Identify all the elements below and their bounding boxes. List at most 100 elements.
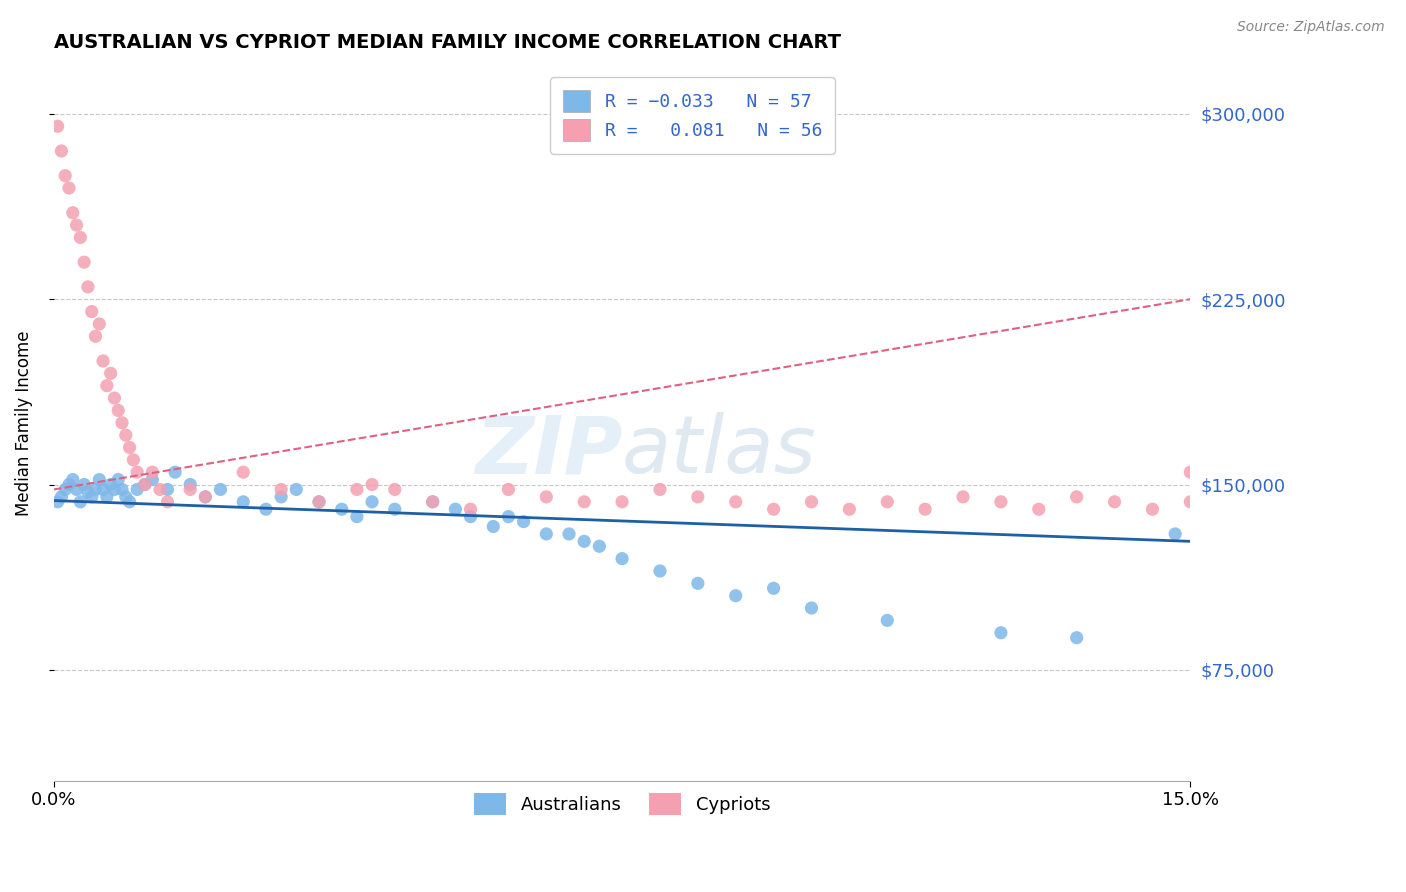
Point (77, 280, 100, 294)
Point (686, 576, 709, 591)
Point (58, 477, 80, 491)
Point (127, 483, 149, 497)
Point (536, 490, 558, 504)
Point (141, 473, 163, 487)
Point (91, 354, 114, 368)
Point (422, 495, 444, 509)
Point (648, 483, 671, 497)
Point (876, 495, 898, 509)
Point (84, 329, 107, 343)
Point (58, 181, 80, 195)
Point (103, 391, 125, 405)
Point (482, 519, 505, 533)
Point (1104, 495, 1126, 509)
Point (724, 495, 747, 509)
Point (952, 490, 974, 504)
Point (1180, 495, 1202, 509)
Point (96, 378, 118, 392)
Point (80, 304, 103, 318)
Point (384, 502, 406, 516)
Point (346, 509, 368, 524)
Point (69, 495, 91, 509)
Point (990, 625, 1012, 640)
Point (77, 484, 100, 499)
Point (165, 465, 187, 479)
Point (134, 477, 156, 491)
Point (346, 483, 368, 497)
Point (610, 551, 633, 566)
Point (46, 120, 69, 134)
Point (69, 230, 91, 244)
Point (114, 428, 136, 442)
Point (91, 483, 114, 497)
Point (610, 495, 633, 509)
Point (1164, 527, 1187, 541)
Point (800, 601, 823, 615)
Point (118, 441, 141, 455)
Text: ZIP: ZIP (475, 412, 621, 491)
Point (51, 490, 73, 504)
Point (308, 495, 330, 509)
Point (1028, 502, 1050, 516)
Point (100, 367, 122, 381)
Y-axis label: Median Family Income: Median Family Income (15, 330, 32, 516)
Point (118, 495, 141, 509)
Point (73, 255, 96, 269)
Point (194, 490, 217, 504)
Legend: Australians, Cypriots: Australians, Cypriots (463, 782, 782, 826)
Point (444, 502, 467, 516)
Point (990, 495, 1012, 509)
Point (209, 483, 232, 497)
Point (89, 473, 111, 487)
Text: Source: ZipAtlas.com: Source: ZipAtlas.com (1237, 20, 1385, 34)
Point (111, 483, 134, 497)
Point (384, 483, 406, 497)
Point (270, 490, 292, 504)
Point (330, 502, 353, 516)
Point (65, 483, 87, 497)
Point (53, 169, 76, 183)
Point (51, 144, 73, 158)
Point (194, 490, 217, 504)
Point (134, 477, 156, 491)
Point (574, 534, 596, 549)
Point (62, 473, 84, 487)
Point (232, 495, 254, 509)
Point (149, 483, 172, 497)
Point (141, 465, 163, 479)
Point (285, 483, 308, 497)
Point (361, 495, 384, 509)
Point (46, 495, 69, 509)
Text: atlas: atlas (621, 412, 817, 491)
Point (254, 502, 277, 516)
Point (107, 473, 129, 487)
Point (1066, 631, 1088, 645)
Point (558, 527, 581, 541)
Point (107, 403, 129, 417)
Point (53, 483, 76, 497)
Point (84, 483, 107, 497)
Text: AUSTRALIAN VS CYPRIOT MEDIAN FAMILY INCOME CORRELATION CHART: AUSTRALIAN VS CYPRIOT MEDIAN FAMILY INCO… (53, 33, 841, 52)
Point (156, 483, 179, 497)
Point (498, 483, 520, 497)
Point (114, 490, 136, 504)
Point (512, 515, 534, 529)
Point (103, 483, 125, 497)
Point (876, 614, 898, 628)
Point (100, 477, 122, 491)
Point (127, 465, 149, 479)
Point (308, 495, 330, 509)
Point (1142, 502, 1164, 516)
Point (89, 317, 111, 331)
Point (80, 490, 103, 504)
Point (270, 483, 292, 497)
Point (838, 502, 860, 516)
Point (686, 490, 709, 504)
Point (1066, 490, 1088, 504)
Point (111, 416, 134, 430)
Point (179, 477, 201, 491)
Point (498, 509, 520, 524)
Point (724, 589, 747, 603)
Point (574, 495, 596, 509)
Point (96, 490, 118, 504)
